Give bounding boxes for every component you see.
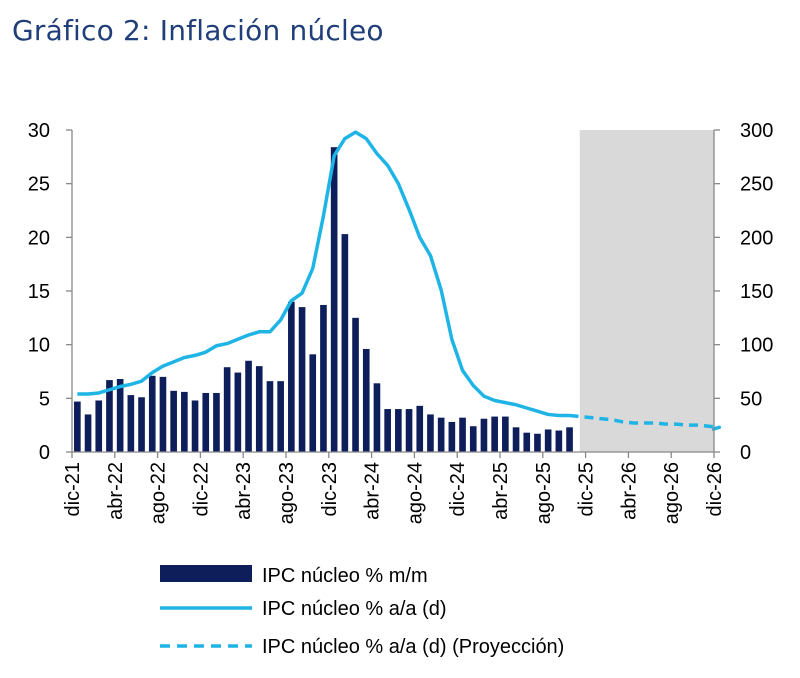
bar	[127, 395, 135, 452]
x-tick-label: ago-23	[276, 462, 298, 524]
axes-layer	[66, 129, 720, 458]
y-right-tick-label: 50	[740, 388, 762, 410]
bars-layer	[74, 147, 573, 452]
bar	[255, 366, 263, 452]
y-left-tick-label: 25	[28, 174, 50, 196]
bar	[405, 409, 413, 452]
x-tick-label: ago-24	[404, 462, 426, 524]
x-tick-label: dic-23	[319, 462, 341, 516]
bar	[234, 372, 242, 452]
legend-swatch-bars	[160, 565, 252, 582]
bar	[544, 429, 552, 452]
bar	[491, 416, 498, 452]
x-tick-label: dic-24	[447, 462, 469, 516]
projection-shade-layer	[579, 130, 714, 452]
bar	[213, 392, 220, 452]
projection-shaded-area	[579, 130, 714, 452]
legend-label: IPC núcleo % m/m	[262, 565, 428, 587]
x-tick-label: abr-24	[362, 462, 384, 520]
x-tick-label: dic-26	[704, 462, 726, 516]
bar	[469, 426, 477, 452]
bar	[191, 400, 199, 452]
y-right-tick-label: 0	[740, 442, 751, 464]
y-left-tick-label: 20	[28, 227, 50, 249]
bar	[181, 391, 188, 452]
y-right-tick-label: 200	[740, 227, 773, 249]
lines-layer	[77, 130, 722, 432]
legend-label: IPC núcleo % a/a (d)	[262, 598, 447, 620]
bar	[309, 354, 317, 452]
x-tick-label: abr-23	[233, 462, 255, 520]
bar	[459, 417, 466, 452]
bar	[437, 417, 445, 452]
bar	[245, 360, 252, 452]
legend-label: IPC núcleo % a/a (d) (Proyección)	[262, 636, 564, 658]
projection-line	[569, 413, 722, 432]
bar	[352, 317, 359, 452]
y-right-tick-label: 150	[740, 281, 773, 303]
bar	[320, 304, 327, 452]
bar	[202, 392, 210, 452]
bar	[330, 147, 338, 452]
y-left-tick-label: 5	[39, 388, 50, 410]
bar	[223, 367, 231, 452]
x-tick-label: ago-25	[533, 462, 555, 524]
bar	[159, 376, 167, 452]
bar	[288, 301, 295, 452]
bar	[266, 381, 274, 452]
bar	[116, 379, 124, 452]
x-tick-label: dic-21	[62, 462, 84, 516]
yoy-line	[77, 130, 570, 418]
y-left-tick-label: 0	[39, 442, 50, 464]
y-left-tick-label: 30	[28, 120, 50, 142]
bar	[534, 433, 541, 452]
bar	[74, 401, 81, 452]
y-left-tick-label: 15	[28, 281, 50, 303]
chart-title: Gráfico 2: Inflación núcleo	[12, 14, 384, 47]
bar	[362, 348, 370, 452]
bar	[384, 409, 391, 452]
bar	[170, 390, 177, 452]
bar	[448, 421, 456, 452]
bar	[480, 418, 488, 452]
bar	[373, 383, 381, 452]
bar	[277, 381, 284, 452]
bar	[106, 380, 113, 452]
bar	[138, 397, 145, 452]
bar	[395, 409, 402, 452]
x-tick-label: abr-25	[490, 462, 512, 520]
bar	[555, 430, 563, 452]
bar	[566, 427, 573, 452]
y-left-tick-label: 10	[28, 335, 50, 357]
bar	[84, 414, 92, 452]
bar	[95, 400, 103, 452]
x-tick-label: ago-26	[661, 462, 683, 524]
y-right-tick-label: 300	[740, 120, 773, 142]
bar	[298, 307, 306, 452]
bar	[341, 234, 349, 452]
x-tick-label: ago-22	[148, 462, 170, 524]
bar	[512, 427, 520, 452]
bar	[416, 405, 424, 452]
bar	[523, 432, 531, 452]
y-right-tick-label: 250	[740, 174, 773, 196]
bar	[502, 416, 509, 452]
x-tick-label: dic-25	[576, 462, 598, 516]
x-tick-label: abr-22	[105, 462, 127, 520]
y-right-tick-label: 100	[740, 335, 773, 357]
legend: IPC núcleo % m/m IPC núcleo % a/a (d) IPC …	[160, 565, 564, 658]
x-tick-label: abr-26	[618, 462, 640, 520]
x-tick-label: dic-22	[190, 462, 212, 516]
bar	[427, 414, 434, 452]
bar	[148, 375, 156, 452]
